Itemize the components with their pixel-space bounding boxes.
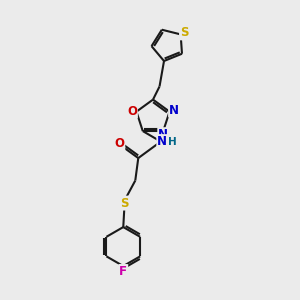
Text: H: H bbox=[168, 137, 177, 148]
Text: N: N bbox=[169, 103, 179, 117]
Text: N: N bbox=[158, 128, 168, 141]
Text: O: O bbox=[114, 137, 124, 150]
Text: O: O bbox=[127, 104, 137, 118]
Text: S: S bbox=[121, 196, 129, 210]
Text: S: S bbox=[180, 26, 188, 39]
Text: N: N bbox=[157, 135, 167, 148]
Text: F: F bbox=[119, 265, 127, 278]
